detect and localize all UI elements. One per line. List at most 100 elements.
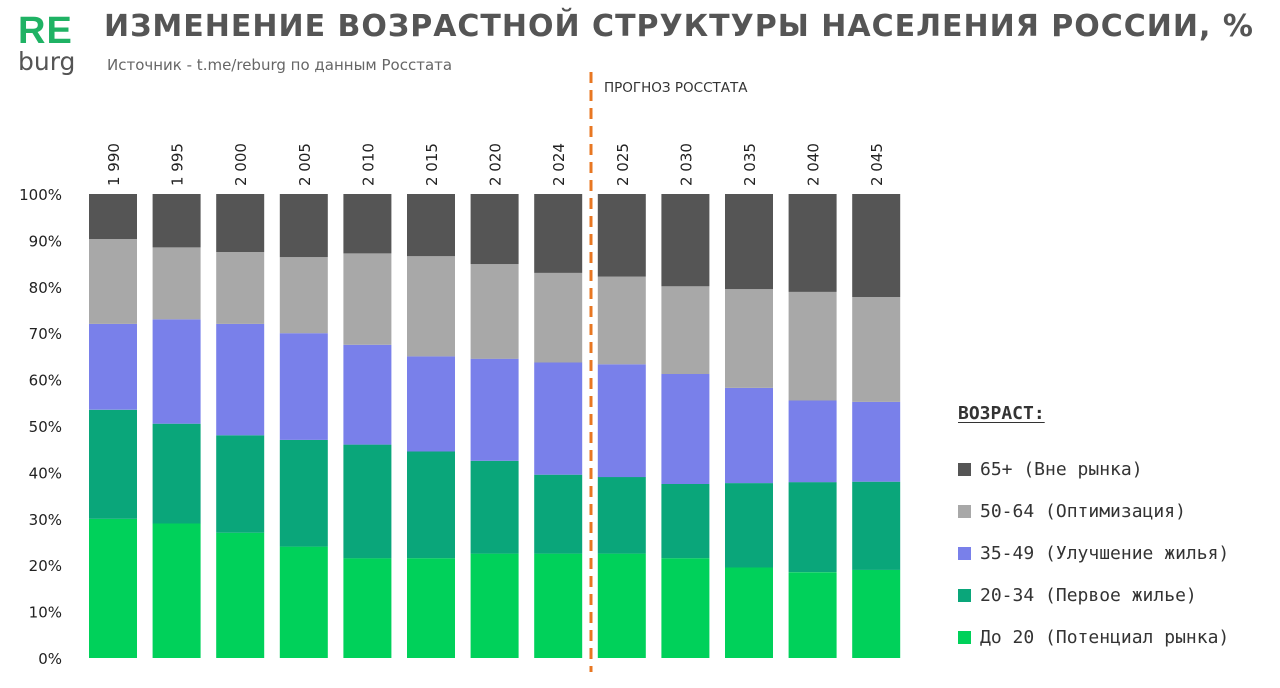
bar-segment: [661, 484, 710, 559]
bar-segment: [343, 253, 392, 345]
legend-item: 50-64 (Оптимизация): [958, 490, 1229, 532]
y-tick-label: 80%: [29, 279, 62, 297]
bar-segment: [89, 239, 137, 324]
bar-segment: [279, 333, 328, 440]
legend-swatch: [958, 630, 971, 644]
logo-burg-text: burg: [18, 47, 76, 76]
bar-segment: [534, 272, 583, 363]
x-category-label: 2 045: [868, 143, 886, 186]
logo-re-text: RE: [18, 10, 73, 52]
x-category-label: 2 040: [805, 143, 823, 186]
bar-segment: [725, 388, 773, 484]
y-tick-label: 40%: [29, 464, 62, 482]
legend-items: 65+ (Вне рынка) 50-64 (Оптимизация) 35-49 …: [958, 448, 1229, 658]
legend-swatch: [958, 546, 971, 560]
y-tick-label: 10%: [29, 604, 62, 622]
bars: [89, 194, 901, 658]
bar-segment: [216, 194, 265, 252]
bar-segment: [534, 194, 583, 273]
bar-segment: [852, 297, 901, 402]
bar-segment: [470, 460, 519, 554]
legend-item: 20-34 (Первое жилье): [958, 574, 1229, 616]
y-tick-label: 60%: [29, 372, 62, 390]
y-tick-label: 0%: [38, 650, 62, 668]
bar-segment: [279, 257, 328, 334]
legend-label: До 20 (Потенциал рынка): [980, 626, 1230, 648]
bar-segment: [216, 323, 265, 436]
legend-title: ВОЗРАСТ:: [958, 403, 1045, 424]
bar-segment: [152, 247, 201, 320]
bar-segment: [470, 264, 519, 359]
bar-segment: [788, 194, 837, 292]
bar-segment: [152, 523, 201, 658]
legend-label: 50-64 (Оптимизация): [980, 500, 1186, 522]
bar-segment: [89, 518, 137, 658]
forecast-label: ПРОГНОЗ РОССТАТА: [604, 80, 748, 96]
bar-segment: [534, 553, 583, 658]
reburg-logo: RE burg: [18, 12, 80, 74]
y-tick-label: 90%: [29, 232, 62, 250]
bar-segment: [343, 444, 392, 559]
bar-segment: [407, 558, 455, 658]
legend: ВОЗРАСТ: 65+ (Вне рынка) 50-64 (Оптимизац…: [958, 403, 1229, 658]
y-tick-label: 30%: [29, 511, 62, 529]
bar-segment: [597, 553, 646, 658]
bar-segment: [852, 481, 901, 570]
bar-segment: [89, 323, 137, 410]
bar-segment: [216, 532, 265, 658]
x-category-label: 2 024: [550, 143, 568, 186]
bar-segment: [407, 356, 455, 452]
x-category-label: 2 030: [677, 143, 695, 186]
bar-segment: [661, 374, 710, 484]
bar-segment: [661, 194, 710, 287]
bar-segment: [852, 401, 901, 482]
legend-label: 35-49 (Улучшение жилья): [980, 542, 1230, 564]
bar-segment: [152, 319, 201, 424]
bar-segment: [597, 276, 646, 365]
bar-segment: [788, 400, 837, 483]
bar-segment: [89, 409, 137, 519]
bar-segment: [534, 362, 583, 475]
bar-segment: [725, 194, 773, 290]
x-category-label: 2 035: [741, 143, 759, 186]
x-category-label: 2 020: [487, 143, 505, 186]
bar-segment: [343, 344, 392, 445]
y-tick-label: 50%: [29, 418, 62, 436]
y-tick-label: 20%: [29, 557, 62, 575]
chart-subtitle: Источник - t.me/reburg по данным Росстат…: [107, 56, 453, 74]
bar-segment: [788, 482, 837, 573]
legend-swatch: [958, 504, 971, 518]
bar-segment: [852, 194, 901, 297]
x-category-label: 1 990: [105, 143, 123, 186]
bar-segment: [216, 435, 265, 533]
x-category-label: 2 010: [359, 143, 377, 186]
bar-segment: [661, 286, 710, 374]
bar-segment: [279, 439, 328, 547]
bar-segment: [343, 558, 392, 658]
bar-segment: [852, 569, 901, 658]
bar-segment: [661, 558, 710, 658]
bar-segment: [470, 358, 519, 461]
bar-segment: [788, 572, 837, 658]
bar-segment: [279, 546, 328, 658]
bar-segment: [407, 451, 455, 559]
bar-segment: [152, 194, 201, 248]
legend-swatch: [958, 462, 971, 476]
bar-segment: [725, 483, 773, 568]
bar-segment: [152, 423, 201, 524]
x-category-label: 2 000: [232, 143, 250, 186]
x-category-label: 2 005: [296, 143, 314, 186]
bar-segment: [725, 289, 773, 388]
bar-segment: [788, 291, 837, 401]
bar-segment: [89, 194, 137, 239]
bar-segment: [470, 553, 519, 658]
x-category-label: 1 995: [169, 143, 187, 186]
x-category-label: 2 015: [423, 143, 441, 186]
bar-segment: [343, 194, 392, 254]
legend-label: 20-34 (Первое жилье): [980, 584, 1197, 606]
y-tick-label: 70%: [29, 325, 62, 343]
legend-item: 35-49 (Улучшение жилья): [958, 532, 1229, 574]
bar-segment: [470, 194, 519, 265]
bar-segment: [725, 567, 773, 658]
